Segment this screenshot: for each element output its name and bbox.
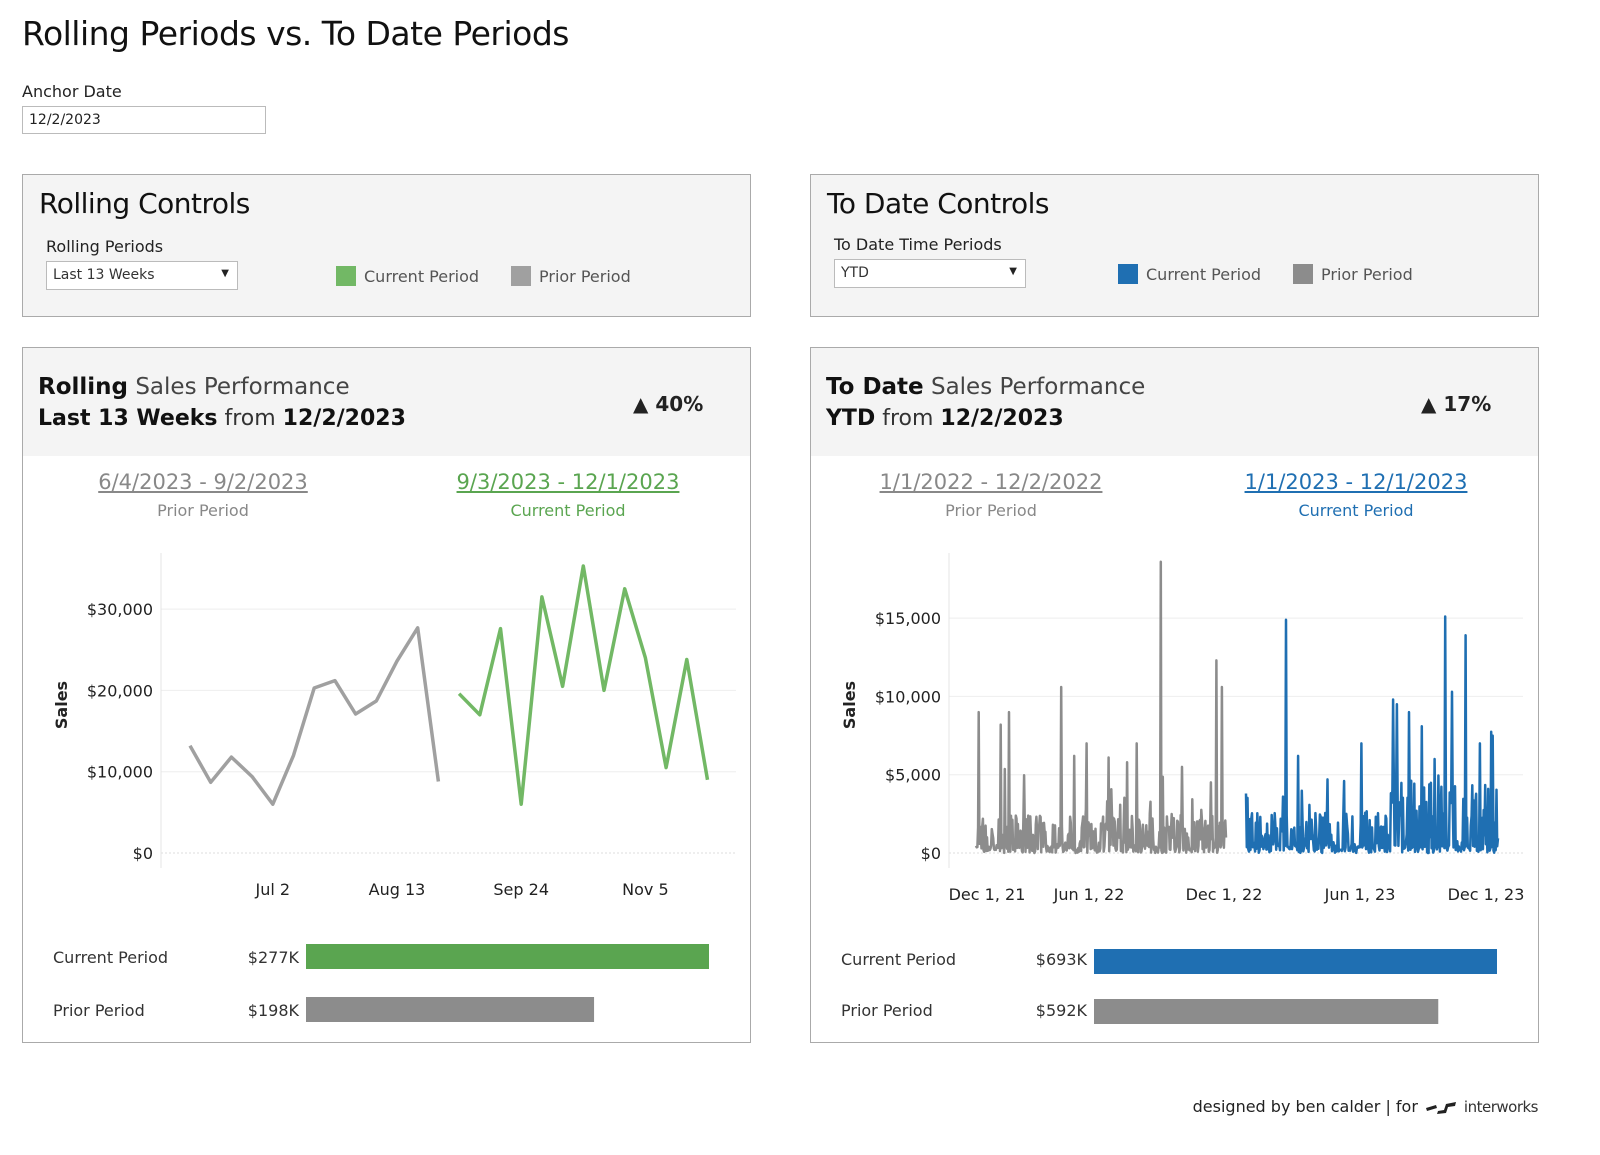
legend-label: Current Period xyxy=(1146,264,1262,284)
prior-period-label: Prior Period xyxy=(157,501,249,520)
todate-line-chart: $0 $5,000 $10,000 $15,000 Sales Dec 1, 21 Jun … xyxy=(840,553,1525,1024)
interworks-logo-text: interworks xyxy=(1463,1097,1539,1116)
legend-prior: Prior Period xyxy=(1293,264,1413,284)
x-tick-label: Aug 13 xyxy=(369,880,426,899)
bar-value-current: $277K xyxy=(247,948,299,967)
legend-swatch-current xyxy=(336,266,356,286)
y-tick-label: $0 xyxy=(133,844,153,863)
panel-subtitle: YTD from 12/2/2023 xyxy=(826,406,1064,431)
percent-change: ▲ 17% xyxy=(1421,392,1492,416)
series-line-prior-period xyxy=(188,626,441,806)
x-tick-label: Dec 1, 21 xyxy=(949,885,1026,904)
legend-swatch-prior xyxy=(1293,264,1313,284)
legend-current: Current Period xyxy=(1118,264,1261,284)
interworks-logo-icon xyxy=(1425,1101,1456,1114)
current-range-link[interactable]: 1/1/2023 - 12/1/2023 xyxy=(1244,470,1468,494)
rolling-controls-panel: Rolling Controls Rolling Periods Last 13… xyxy=(22,174,751,317)
rolling-periods-label: Rolling Periods xyxy=(46,237,164,256)
bar-value-prior: $198K xyxy=(247,1001,299,1020)
rolling-sales-panel: Rolling Sales Performance Last 13 Weeks … xyxy=(22,347,751,1043)
total-bar-prior xyxy=(306,997,595,1022)
legend-current: Current Period xyxy=(336,266,479,286)
bar-label-prior: Prior Period xyxy=(841,1001,933,1020)
legend-label: Prior Period xyxy=(539,266,631,286)
triangle-up-icon: ▲ xyxy=(633,392,649,416)
x-tick-label: Dec 1, 22 xyxy=(1186,885,1263,904)
legend-swatch-current xyxy=(1118,264,1138,284)
y-axis-title: Sales xyxy=(52,681,71,729)
todate-controls-panel: To Date Controls To Date Time Periods YT… xyxy=(810,174,1539,317)
legend-label: Current Period xyxy=(364,266,480,286)
legend-prior: Prior Period xyxy=(511,266,631,286)
y-tick-label: $30,000 xyxy=(87,600,153,619)
footer-credit: designed by ben calder | for interworks xyxy=(1192,1097,1539,1116)
rolling-line-chart: $0 $10,000 $20,000 $30,000 Sales Jul 2 Aug 13 S… xyxy=(52,553,736,1022)
y-tick-label: $5,000 xyxy=(885,766,941,785)
current-period-label: Current Period xyxy=(510,501,626,520)
anchor-date-label: Anchor Date xyxy=(22,82,122,101)
chevron-down-icon: ▼ xyxy=(1009,266,1017,277)
panel-subtitle: Last 13 Weeks from 12/2/2023 xyxy=(38,406,406,431)
total-bar-current xyxy=(306,944,709,969)
x-tick-label: Jun 1, 23 xyxy=(1324,885,1396,904)
total-bar-current xyxy=(1094,949,1497,974)
x-tick-label: Nov 5 xyxy=(622,880,669,899)
panel-title: Rolling Sales Performance xyxy=(38,374,350,400)
prior-period-label: Prior Period xyxy=(945,501,1037,520)
x-tick-label: Dec 1, 23 xyxy=(1448,885,1525,904)
y-axis-title: Sales xyxy=(840,681,859,729)
anchor-date-input[interactable] xyxy=(22,106,266,134)
todate-sales-panel: To Date Sales Performance YTD from 12/2/… xyxy=(810,347,1539,1043)
bar-value-current: $693K xyxy=(1035,950,1087,969)
triangle-up-icon: ▲ xyxy=(1421,392,1437,416)
y-tick-label: $10,000 xyxy=(875,687,941,706)
rolling-periods-dropdown[interactable]: Last 13 Weeks ▼ xyxy=(46,261,238,290)
todate-controls-title: To Date Controls xyxy=(827,187,1050,220)
current-range-link[interactable]: 9/3/2023 - 12/1/2023 xyxy=(456,470,680,494)
x-tick-label: Jul 2 xyxy=(255,880,291,899)
prior-range-link[interactable]: 6/4/2023 - 9/2/2023 xyxy=(98,470,308,494)
legend-label: Prior Period xyxy=(1321,264,1413,284)
panel-header: To Date Sales Performance YTD from 12/2/… xyxy=(811,348,1538,456)
todate-periods-label: To Date Time Periods xyxy=(834,235,1002,254)
y-tick-label: $0 xyxy=(921,844,941,863)
rolling-periods-value: Last 13 Weeks xyxy=(53,267,155,283)
y-tick-label: $20,000 xyxy=(87,681,153,700)
bar-value-prior: $592K xyxy=(1035,1001,1087,1020)
bar-label-current: Current Period xyxy=(841,950,957,969)
series-line-current-period xyxy=(457,564,710,806)
bar-label-current: Current Period xyxy=(53,948,169,967)
x-tick-label: Sep 24 xyxy=(493,880,549,899)
chevron-down-icon: ▼ xyxy=(221,268,229,279)
panel-title: To Date Sales Performance xyxy=(826,374,1146,400)
total-bar-prior xyxy=(1094,999,1439,1024)
footer-text: designed by ben calder | for xyxy=(1192,1097,1418,1116)
rolling-controls-title: Rolling Controls xyxy=(39,187,250,220)
page-title: Rolling Periods vs. To Date Periods xyxy=(22,14,569,53)
y-tick-label: $10,000 xyxy=(87,763,153,782)
legend-swatch-prior xyxy=(511,266,531,286)
percent-change: ▲ 40% xyxy=(633,392,704,416)
todate-periods-value: YTD xyxy=(841,265,869,281)
panel-header: Rolling Sales Performance Last 13 Weeks … xyxy=(23,348,750,456)
x-tick-label: Jun 1, 22 xyxy=(1053,885,1125,904)
y-tick-label: $15,000 xyxy=(875,609,941,628)
bar-label-prior: Prior Period xyxy=(53,1001,145,1020)
prior-range-link[interactable]: 1/1/2022 - 12/2/2022 xyxy=(879,470,1103,494)
series-line-current-period xyxy=(1244,615,1500,855)
current-period-label: Current Period xyxy=(1298,501,1414,520)
series-line-prior-period xyxy=(974,560,1228,855)
todate-periods-dropdown[interactable]: YTD ▼ xyxy=(834,259,1026,288)
